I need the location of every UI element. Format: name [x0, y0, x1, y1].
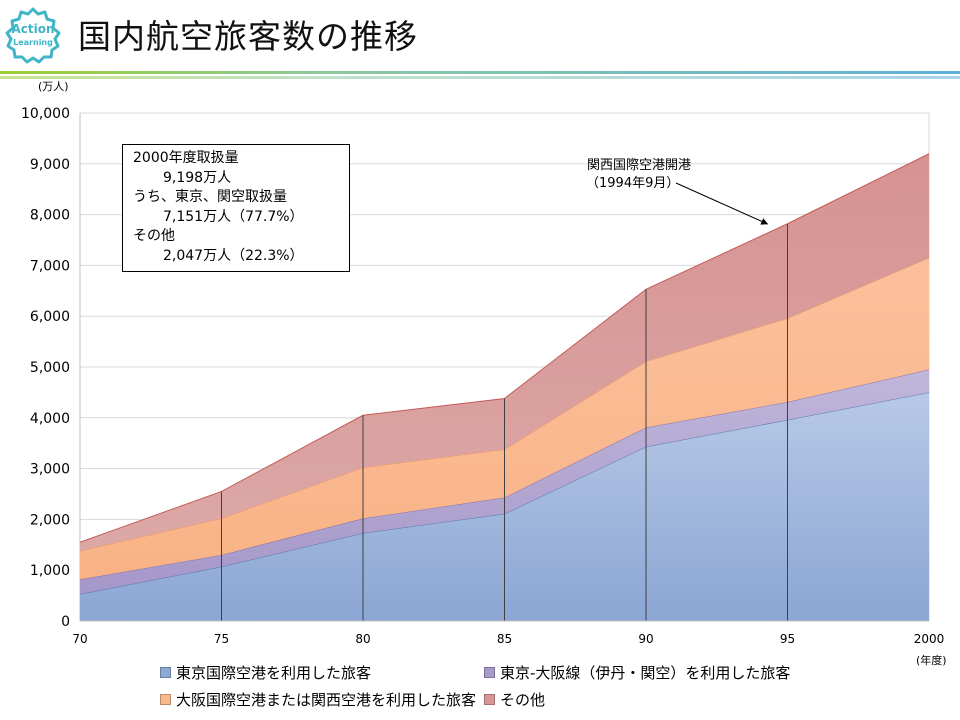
x-axis-unit-label: (年度) [916, 653, 947, 667]
page-title: 国内航空旅客数の推移 [78, 17, 418, 56]
info-line-1: 2000年度取扱量 [133, 150, 239, 166]
x-tick-label: 90 [638, 632, 653, 646]
info-line-2: 9,198万人 [163, 169, 232, 186]
x-tick-label: 75 [214, 632, 229, 646]
y-tick-label: 5,000 [30, 360, 70, 376]
y-tick-label: 8,000 [30, 208, 70, 224]
action-learning-logo: Action Learning [5, 7, 61, 64]
x-tick-label: 80 [355, 632, 370, 646]
y-tick-label: 1,000 [30, 563, 70, 579]
info-line-6: 2,047万人（22.3%） [163, 247, 304, 264]
x-tick-label: 70 [72, 632, 87, 646]
y-axis-unit-label: (万人) [38, 80, 69, 93]
area-series-tokyo [80, 392, 929, 621]
y-tick-label: 4,000 [30, 411, 70, 427]
y-tick-label: 9,000 [30, 157, 70, 173]
x-tick-label: 2000 [914, 632, 945, 646]
info-box: 2000年度取扱量 9,198万人 うち、東京、関空取扱量 7,151万人（77… [122, 144, 350, 272]
logo-text-line2: Learning [13, 38, 53, 47]
y-tick-label: 6,000 [30, 309, 70, 325]
y-tick-label: 7,000 [30, 258, 70, 274]
area-series-osaka [80, 257, 929, 580]
y-tick-label: 2,000 [30, 512, 70, 528]
annotation-line-2: （1994年9月） [586, 176, 680, 191]
header-rule [0, 71, 960, 79]
y-tick-label: 3,000 [30, 462, 70, 478]
x-tick-label: 85 [497, 632, 512, 646]
logo-text-line1: Action [11, 22, 54, 36]
info-line-4: 7,151万人（77.7%） [163, 208, 304, 225]
y-tick-label: 10,000 [21, 106, 70, 122]
y-tick-label: 0 [61, 614, 70, 630]
annotation-arrow [675, 182, 769, 225]
info-line-5: その他 [133, 228, 175, 244]
area-series-kansai-line [80, 369, 929, 595]
info-line-3: うち、東京、関空取扱量 [133, 189, 287, 205]
annotation-line-1: 関西国際空港開港 [587, 158, 692, 173]
x-tick-label: 95 [780, 632, 795, 646]
